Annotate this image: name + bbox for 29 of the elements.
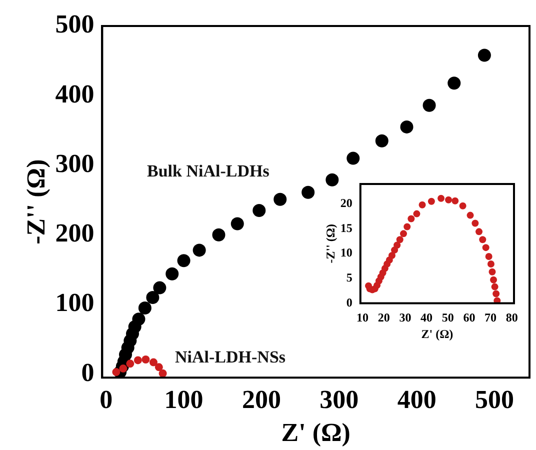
x-tick-label: 50	[442, 310, 454, 324]
y-tick-label: 0	[346, 295, 352, 310]
y-tick-label: 5	[346, 270, 352, 284]
series-label: Bulk NiAl-LDHs	[147, 161, 270, 180]
y-tick-label: 300	[55, 148, 94, 178]
x-tick-label: 40	[420, 310, 433, 324]
x-tick-label: 500	[475, 384, 514, 414]
y-tick-label: 200	[55, 218, 94, 248]
y-tick-label: 0	[81, 358, 94, 387]
x-tick-label: 400	[397, 384, 436, 414]
x-tick-label: 60	[463, 310, 476, 324]
y-tick-label: 500	[55, 10, 94, 39]
series-label: NiAl-LDH-NSs	[175, 347, 286, 366]
x-tick-label: 80	[506, 310, 518, 324]
y-tick-label: 15	[340, 220, 352, 235]
x-tick-label: 70	[484, 310, 497, 324]
y-tick-label: 400	[55, 79, 94, 108]
y-axis-title: -Z'' (Ω)	[323, 224, 338, 264]
x-tick-label: 20	[378, 310, 390, 324]
x-tick-label: 0	[100, 384, 113, 414]
y-tick-label: 20	[340, 196, 352, 210]
x-tick-label: 200	[242, 384, 281, 414]
y-tick-label: 10	[340, 246, 352, 260]
y-axis-title: -Z'' (Ω)	[21, 159, 50, 244]
x-tick-label: 30	[399, 310, 412, 324]
x-axis-title: Z' (Ω)	[281, 418, 350, 448]
x-axis-title: Z' (Ω)	[421, 326, 454, 341]
x-tick-label: 100	[164, 384, 204, 414]
x-tick-label: 10	[356, 310, 369, 324]
